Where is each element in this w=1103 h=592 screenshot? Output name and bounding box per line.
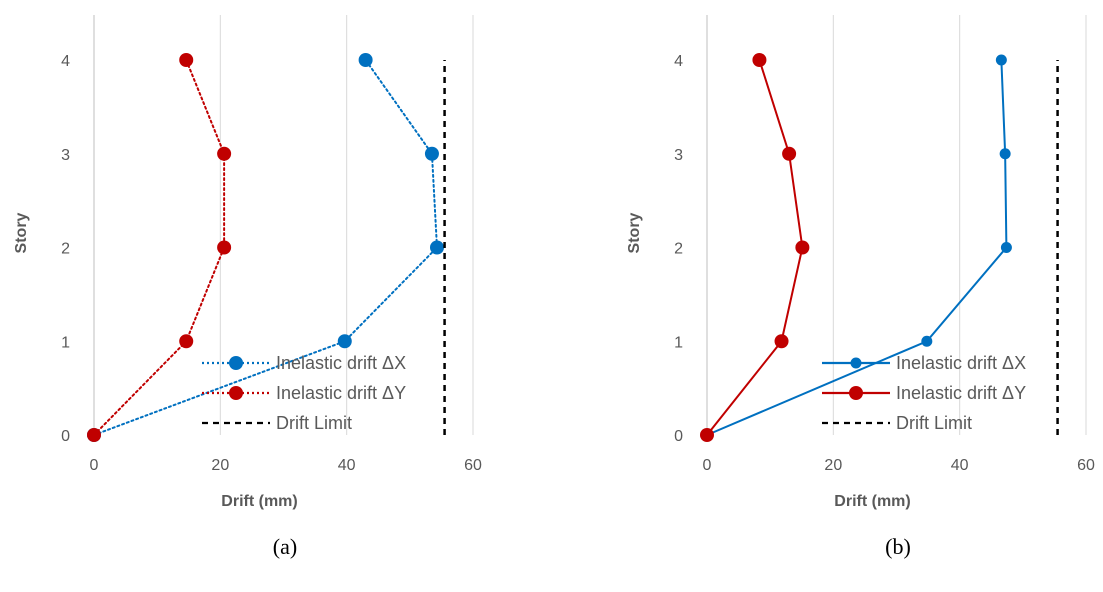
data-point	[921, 335, 933, 347]
series-line-1	[706, 59, 804, 436]
legend-marker-1	[229, 386, 243, 400]
legend-marker-0	[850, 357, 862, 369]
y-tick-label: 2	[674, 241, 683, 258]
chart-panel-b: 0 20 40 60 0 1 2 3 4 Drift (mm) Story Inelastic dri…	[626, 15, 1095, 559]
legend-marker-0	[229, 356, 243, 370]
series-line-0	[93, 59, 439, 436]
y-tick-label: 4	[674, 53, 683, 70]
x-tick-label: 0	[703, 457, 712, 474]
legend-label: Inelastic drift ΔY	[276, 383, 406, 403]
series-line-1	[93, 59, 226, 436]
data-point	[700, 428, 714, 442]
data-point	[424, 146, 439, 161]
data-point	[774, 334, 789, 349]
x-tick-label: 60	[1077, 457, 1095, 474]
data-point	[782, 146, 797, 161]
panel-caption: (b)	[885, 534, 911, 559]
data-point	[995, 54, 1007, 66]
legend-label: Inelastic drift ΔY	[896, 383, 1026, 403]
legend-label: Inelastic drift ΔX	[276, 353, 406, 373]
y-tick-label: 1	[674, 334, 683, 351]
legend-label: Inelastic drift ΔX	[896, 353, 1026, 373]
y-tick-label: 4	[61, 53, 70, 70]
data-point	[358, 53, 373, 67]
y-axis-title: Story	[13, 212, 30, 253]
x-tick-label: 40	[951, 457, 969, 474]
legend-label: Drift Limit	[896, 413, 972, 433]
y-tick-label: 2	[61, 241, 70, 258]
legend-label: Drift Limit	[276, 413, 352, 433]
legend: Inelastic drift ΔX Inelastic drift ΔY Drif…	[202, 353, 406, 433]
data-point	[179, 53, 194, 67]
data-point	[179, 334, 194, 349]
x-axis-title: Drift (mm)	[221, 493, 297, 510]
x-tick-label: 20	[211, 457, 229, 474]
x-tick-label: 40	[338, 457, 356, 474]
chart-panel-a: 0 20 40 60 0 1 2 3 4 Drift (mm) Story Inelastic dri…	[13, 15, 482, 559]
x-tick-label: 0	[90, 457, 99, 474]
y-tick-label: 1	[61, 334, 70, 351]
data-point	[795, 240, 810, 255]
legend-marker-1	[849, 386, 863, 400]
legend: Inelastic drift ΔX Inelastic drift ΔY Drif…	[822, 353, 1026, 433]
panel-caption: (a)	[273, 534, 297, 559]
y-tick-label: 3	[61, 147, 70, 164]
data-point	[337, 334, 352, 349]
y-tick-label: 3	[674, 147, 683, 164]
data-point	[217, 240, 232, 255]
data-point	[752, 53, 767, 67]
y-tick-label: 0	[61, 428, 70, 445]
data-point	[1000, 242, 1012, 253]
x-axis-title: Drift (mm)	[834, 493, 910, 510]
data-point	[87, 428, 101, 442]
y-tick-label: 0	[674, 428, 683, 445]
data-point	[999, 148, 1011, 160]
data-point	[429, 240, 444, 255]
y-axis-title: Story	[626, 212, 643, 253]
data-point	[217, 146, 232, 161]
x-tick-label: 20	[824, 457, 842, 474]
x-tick-label: 60	[464, 457, 482, 474]
